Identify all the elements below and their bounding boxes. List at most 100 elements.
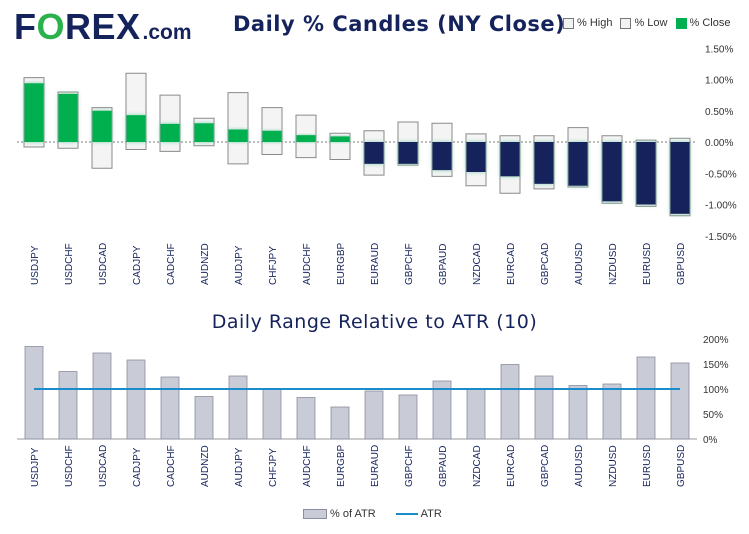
y-tick-label: 1.50%	[705, 44, 733, 55]
legend-high-label: % High	[577, 17, 613, 29]
x-tick-label: AUDNZD	[200, 243, 211, 285]
legend-close-label: % Close	[689, 17, 731, 29]
range-box	[159, 94, 181, 152]
legend-high: % High	[563, 17, 612, 29]
atr-x-tick-label: USDJPY	[30, 447, 41, 487]
x-tick-label: GBPCAD	[540, 243, 551, 285]
atr-y-tick-label: 0%	[703, 435, 718, 446]
atr-y-tick-label: 50%	[703, 410, 723, 421]
atr-x-tick-label: NZDUSD	[608, 445, 619, 487]
close-bar	[534, 142, 554, 184]
close-bar	[670, 142, 690, 214]
atr-x-tick-label: GBPCHF	[404, 445, 415, 487]
atr-bar	[568, 385, 588, 440]
y-tick-label: 1.00%	[705, 76, 733, 87]
atr-bar	[602, 383, 622, 440]
close-bar	[296, 135, 316, 142]
atr-bar	[670, 362, 690, 440]
legend-atr: ATR	[395, 508, 442, 520]
atr-x-tick-label: USDCHF	[64, 445, 75, 487]
atr-x-tick-label: AUDJPY	[234, 447, 245, 487]
range-box	[227, 92, 249, 165]
x-tick-label: AUDCHF	[302, 243, 313, 285]
atr-bar	[330, 406, 350, 440]
x-tick-label: GBPCHF	[404, 243, 415, 285]
x-tick-label: CADCHF	[166, 243, 177, 285]
legend-pct-atr: % of ATR	[303, 508, 376, 520]
x-tick-label: GBPAUD	[438, 244, 449, 286]
candles-chart-title: Daily % Candles (NY Close)	[233, 12, 566, 36]
atr-y-tick-label: 200%	[703, 335, 729, 346]
atr-x-tick-label: NZDCAD	[472, 445, 483, 487]
x-tick-label: EURAUD	[370, 243, 381, 285]
atr-chart-title: Daily Range Relative to ATR (10)	[211, 311, 538, 333]
atr-legend: % of ATR ATR	[303, 508, 442, 520]
close-bar	[126, 115, 146, 142]
atr-x-tick-label: GBPUSD	[676, 445, 687, 487]
candles-legend: % High % Low % Close	[563, 17, 730, 29]
x-tick-label: EURCAD	[506, 243, 517, 285]
close-bar	[228, 129, 248, 142]
x-tick-label: AUDUSD	[574, 243, 585, 285]
atr-y-tick-label: 150%	[703, 360, 729, 371]
y-tick-label: -0.50%	[705, 169, 737, 180]
legend-pct-atr-label: % of ATR	[330, 508, 376, 520]
close-bar	[24, 83, 44, 142]
atr-bar	[534, 375, 554, 440]
close-bar	[330, 136, 350, 142]
close-bar	[636, 142, 656, 205]
legend-low-label: % Low	[634, 17, 668, 29]
x-tick-label: EURGBP	[336, 242, 347, 285]
atr-x-tick-label: EURUSD	[642, 445, 653, 487]
close-bar	[58, 93, 78, 142]
y-tick-label: 0.00%	[705, 138, 733, 149]
close-bar	[398, 142, 418, 164]
legend-pct-atr-swatch	[303, 509, 327, 519]
atr-bar	[466, 388, 486, 440]
close-bar	[194, 123, 214, 142]
atr-y-tick-label: 100%	[703, 385, 729, 396]
atr-x-tick-label: CADJPY	[132, 447, 143, 487]
atr-x-tick-label: EURCAD	[506, 445, 517, 487]
close-bar	[602, 142, 622, 202]
x-tick-label: NZDCAD	[472, 243, 483, 285]
atr-bar	[432, 380, 452, 440]
atr-bar	[58, 371, 78, 440]
x-tick-label: USDCHF	[64, 243, 75, 285]
atr-bar	[364, 390, 384, 440]
atr-x-tick-label: AUDCHF	[302, 445, 313, 487]
close-bar	[568, 142, 588, 186]
x-tick-label: EURUSD	[642, 243, 653, 285]
atr-x-tick-label: CADCHF	[166, 445, 177, 487]
legend-low: % Low	[620, 17, 668, 29]
atr-x-tick-label: EURAUD	[370, 445, 381, 487]
logo-brand: FOREX	[14, 6, 141, 47]
legend-low-swatch	[620, 17, 632, 29]
candles-chart: 1.50% 1.00% 0.50% 0.00% -0.50% -1.00% -1.50% US…	[17, 44, 737, 286]
atr-bar	[24, 346, 44, 440]
atr-bar	[160, 376, 180, 440]
close-bar	[160, 123, 180, 142]
legend-close: % Close	[675, 17, 731, 29]
x-tick-label: NZDUSD	[608, 243, 619, 285]
atr-bar	[262, 388, 282, 440]
atr-bar	[228, 375, 248, 440]
x-tick-label: GBPUSD	[676, 243, 687, 285]
atr-x-tick-label: CHFJPY	[268, 448, 279, 487]
legend-atr-swatch	[395, 513, 418, 515]
atr-x-tick-label: GBPCAD	[540, 445, 551, 487]
x-tick-label: CHFJPY	[268, 246, 279, 285]
close-bar	[364, 142, 384, 164]
atr-bar	[126, 359, 146, 440]
atr-bar	[636, 356, 656, 440]
y-tick-label: -1.00%	[705, 201, 737, 212]
y-tick-label: 0.50%	[705, 107, 733, 118]
atr-bar	[194, 396, 214, 440]
atr-x-tick-label: GBPAUD	[438, 446, 449, 488]
atr-x-tick-label: AUDNZD	[200, 445, 211, 487]
atr-bar	[296, 397, 316, 440]
legend-close-swatch	[675, 17, 687, 29]
x-tick-label: CADJPY	[132, 245, 143, 285]
atr-bar	[500, 364, 520, 440]
y-tick-label: -1.50%	[705, 232, 737, 243]
